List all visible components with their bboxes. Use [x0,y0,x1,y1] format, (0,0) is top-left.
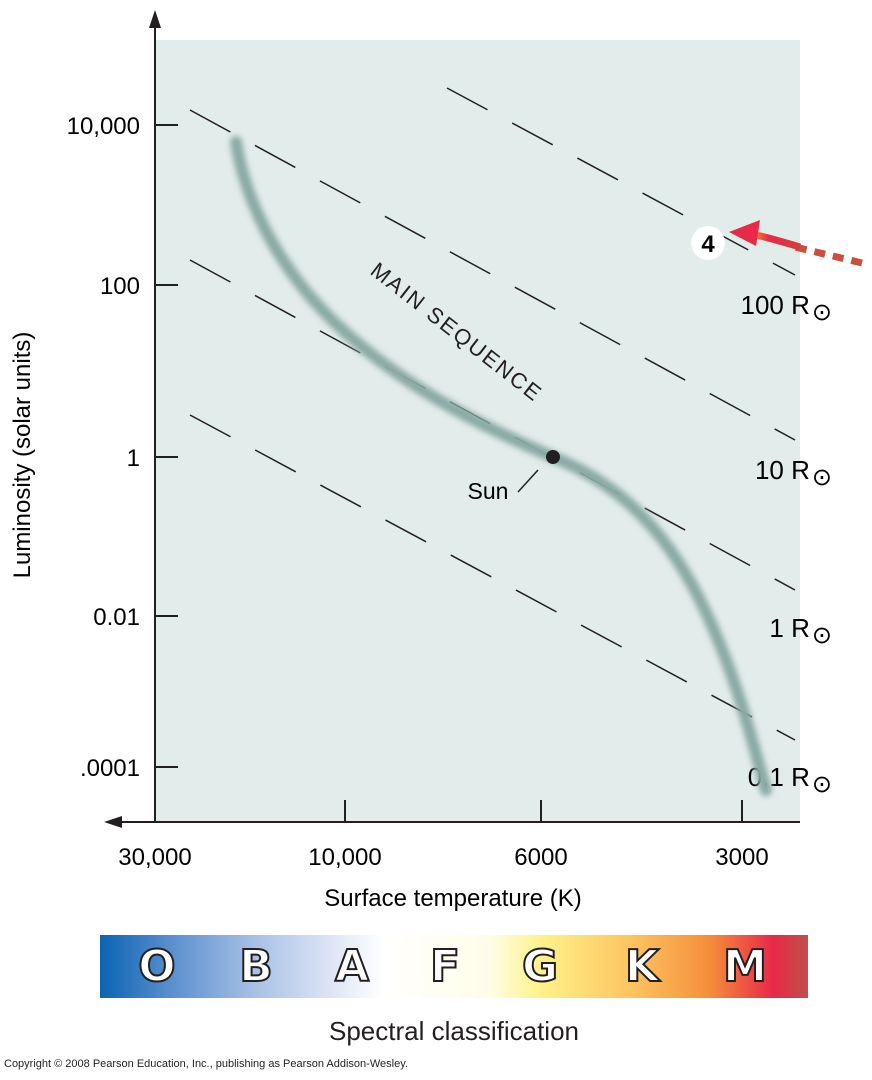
spectral-class-o: O [137,940,176,993]
marker-4-label: 4 [701,231,715,258]
y-tick-label: 0.01 [93,604,140,631]
sun-label: Sun [468,478,509,504]
radius-label: 10 R⊙ [755,455,832,491]
sun-point [546,450,560,464]
arrow-head-icon [729,220,760,246]
radius-line [189,259,796,591]
x-tick-label: 6000 [514,844,567,871]
plot-area [155,40,800,822]
hr-diagram: 100 R⊙10 R⊙1 R⊙0.1 R⊙ MAIN SEQUENCE Sun … [9,10,863,912]
x-tick-label: 3000 [715,844,768,871]
x-tick-label: 10,000 [308,844,381,871]
y-axis-arrow-icon [149,10,161,28]
x-tick-label: 30,000 [118,844,191,871]
spectral-class-b: B [238,940,274,993]
spectral-class-a: A [334,940,370,993]
marker-4-badge [691,226,725,260]
radius-line [189,109,796,441]
spectral-class-m: M [722,940,768,993]
radius-label: 1 R⊙ [769,613,832,649]
radius-line [189,414,796,741]
spectral-class-k: K [624,940,660,993]
sun-symbol-icon: ⊙ [812,464,832,491]
spectral-title: Spectral classification [329,1016,579,1046]
sun-leader-line [517,469,539,493]
radius-line [446,87,796,276]
sun-symbol-icon: ⊙ [812,299,832,326]
x-axis-arrow-icon [104,816,122,828]
copyright: Copyright © 2008 Pearson Education, Inc.… [4,1058,408,1070]
incoming-arrow-dashed [794,243,863,267]
spectral-class-g: G [521,940,559,993]
y-tick-label: .0001 [80,755,140,782]
radius-label: 100 R⊙ [741,290,833,326]
y-tick-label: 10,000 [67,113,140,140]
sun-symbol-icon: ⊙ [812,622,832,649]
y-axis-label: Luminosity (solar units) [9,332,36,579]
sun-symbol-icon: ⊙ [812,771,832,798]
y-tick-label: 100 [100,273,140,300]
x-axis-label: Surface temperature (K) [324,885,581,912]
y-tick-label: 1 [127,445,140,472]
spectral-class-f: F [429,940,461,993]
